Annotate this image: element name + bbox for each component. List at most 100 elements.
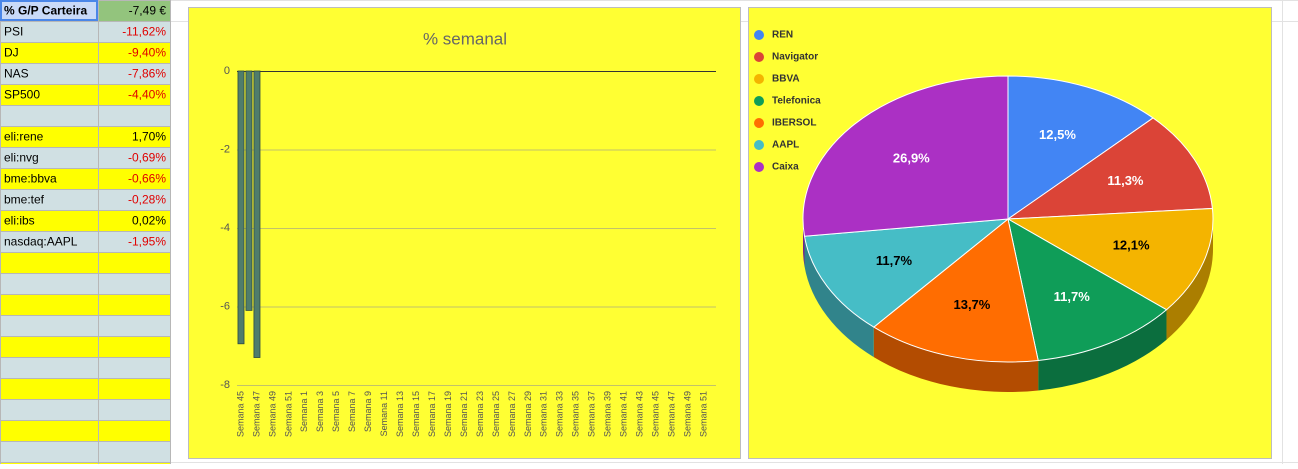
bar-chart-area <box>188 7 741 459</box>
row-label: eli:ibs <box>4 214 35 228</box>
x-tick-label: Semana 31 <box>539 391 549 437</box>
x-tick-label: Semana 1 <box>299 391 309 432</box>
legend-swatch <box>754 140 764 150</box>
pie-slice <box>803 218 1010 328</box>
legend-swatch <box>754 30 764 40</box>
x-tick-label: Semana 43 <box>635 391 645 437</box>
row-value: 0,02% <box>132 214 166 228</box>
cell <box>0 273 99 295</box>
row-value: -4,40% <box>128 88 166 102</box>
row-value: -9,40% <box>128 46 166 60</box>
x-tick-label: Semana 39 <box>603 391 613 437</box>
cell <box>98 273 171 295</box>
slice-label: 12,5% <box>1039 127 1076 142</box>
legend-swatch <box>754 96 764 106</box>
pie-slice <box>872 218 1039 363</box>
cell <box>0 294 99 316</box>
slice-label: 12,1% <box>1113 238 1150 253</box>
x-tick-label: Semana 41 <box>619 391 629 437</box>
row-value: -0,66% <box>128 172 166 186</box>
x-tick-label: Semana 13 <box>395 391 405 437</box>
cell <box>98 420 171 442</box>
row-value: -1,95% <box>128 235 166 249</box>
bar <box>253 70 261 358</box>
legend-swatch <box>754 162 764 172</box>
x-tick-label: Semana 23 <box>475 391 485 437</box>
x-tick-label: Semana 37 <box>587 391 597 437</box>
slice-label: 11,7% <box>1054 289 1091 304</box>
x-tick-label: Semana 51 <box>698 391 708 437</box>
row-value: -0,69% <box>128 151 166 165</box>
x-tick-label: Semana 33 <box>555 391 565 437</box>
legend-swatch <box>754 74 764 84</box>
cell <box>98 357 171 379</box>
legend-label: BBVA <box>772 74 800 85</box>
cell <box>98 294 171 316</box>
row-label: bme:tef <box>4 193 45 207</box>
row-label: nasdaq:AAPL <box>4 235 78 249</box>
cell <box>0 315 99 337</box>
legend-label: IBERSOL <box>772 118 816 129</box>
legend-swatch <box>754 118 764 128</box>
slice-label: 26,9% <box>893 151 930 166</box>
x-tick-label: Semana 25 <box>491 391 501 437</box>
x-tick-label: Semana 51 <box>283 391 293 437</box>
legend-label: AAPL <box>772 140 799 151</box>
row-label: bme:bbva <box>4 172 57 186</box>
row-label: NAS <box>4 67 29 81</box>
pie-slice-side <box>1166 219 1213 340</box>
pie-slice <box>1007 218 1168 361</box>
cell <box>0 252 99 274</box>
x-tick-label: Semana 49 <box>682 391 692 437</box>
legend-swatch <box>754 52 764 62</box>
legend-label: Navigator <box>772 52 818 63</box>
row-label: SP500 <box>4 88 40 102</box>
x-tick-label: Semana 17 <box>427 391 437 437</box>
cell <box>0 399 99 421</box>
legend-label: Caixa <box>772 162 799 173</box>
x-tick-label: Semana 49 <box>267 391 277 437</box>
x-tick-label: Semana 19 <box>443 391 453 437</box>
slice-label: 11,7% <box>876 253 913 268</box>
chart-title: % semanal <box>423 29 507 48</box>
row-value: -11,62% <box>122 25 166 39</box>
cell <box>0 357 99 379</box>
cell <box>0 420 99 442</box>
row-value: 1,70% <box>132 130 166 144</box>
cell <box>98 315 171 337</box>
pie-slice <box>1006 117 1213 220</box>
row-label: eli:rene <box>4 130 44 144</box>
header-label: % G/P Carteira <box>4 4 87 18</box>
x-tick-label: Semana 29 <box>523 391 533 437</box>
bar <box>245 70 253 311</box>
cell <box>0 441 99 463</box>
row-label: PSI <box>4 25 23 39</box>
cell <box>0 336 99 358</box>
cell <box>98 105 171 127</box>
cell <box>0 105 99 127</box>
y-tick-label: 0 <box>224 65 230 77</box>
row-label: DJ <box>4 46 19 60</box>
y-tick-label: -6 <box>220 300 230 312</box>
slice-label: 11,3% <box>1107 173 1144 188</box>
cell <box>98 378 171 400</box>
x-tick-label: Semana 45 <box>651 391 661 437</box>
bar <box>237 70 245 345</box>
selection <box>0 0 98 21</box>
cell <box>98 336 171 358</box>
x-tick-label: Semana 11 <box>379 391 389 436</box>
x-tick-label: Semana 35 <box>571 391 581 437</box>
cell <box>98 252 171 274</box>
pie-slice-side <box>873 327 1039 393</box>
pie-slice <box>1006 207 1214 311</box>
header-value: -7,49 € <box>129 4 167 18</box>
x-tick-label: Semana 3 <box>315 391 325 432</box>
row-value: -0,28% <box>128 193 166 207</box>
row-value: -7,86% <box>128 67 166 81</box>
pie-slice <box>802 75 1009 237</box>
x-tick-label: Semana 47 <box>251 391 261 437</box>
legend-label: Telefonica <box>772 96 821 107</box>
cell <box>0 378 99 400</box>
legend-label: REN <box>772 30 793 41</box>
